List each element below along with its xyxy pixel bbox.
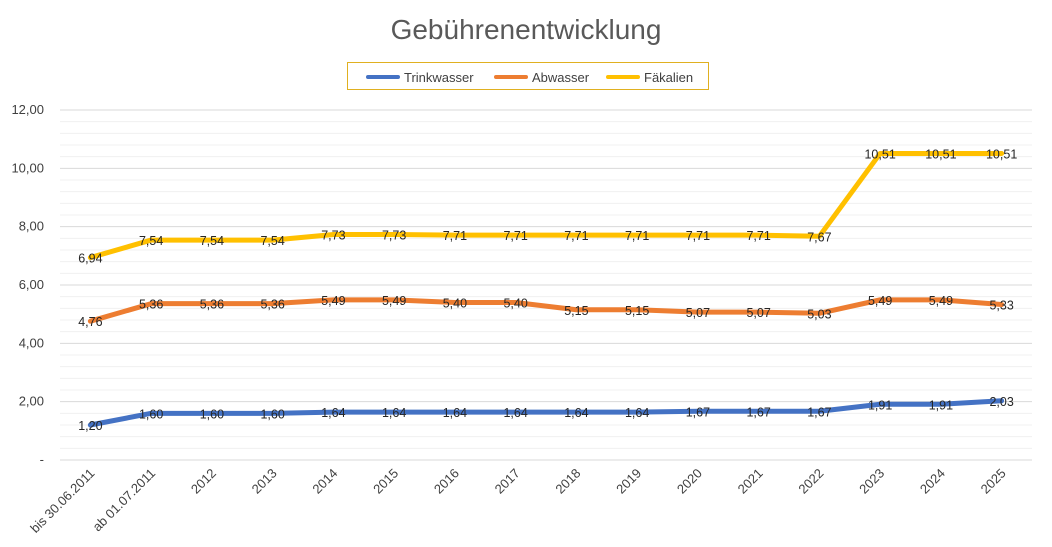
- legend-swatch-trinkwasser: [366, 75, 400, 79]
- legend-swatch-faekalien: [606, 75, 640, 79]
- x-tick-label: 2012: [188, 466, 219, 497]
- chart-title: Gebührenentwicklung: [390, 14, 662, 45]
- data-label: 5,49: [382, 294, 406, 308]
- data-label: 7,71: [686, 229, 710, 243]
- x-tick-label: 2024: [917, 466, 948, 497]
- x-tick-label: 2016: [431, 466, 462, 497]
- data-label: 5,07: [746, 306, 770, 320]
- x-tick-label: 2017: [492, 466, 523, 497]
- data-label: 7,71: [503, 229, 527, 243]
- data-label: 7,73: [382, 229, 406, 243]
- x-tick-label: 2021: [735, 466, 766, 497]
- data-label: 7,54: [200, 234, 224, 248]
- legend-label-trinkwasser: Trinkwasser: [404, 69, 474, 85]
- data-label: 1,91: [929, 398, 953, 412]
- data-label: 5,36: [260, 298, 284, 312]
- data-label: 1,64: [443, 406, 467, 420]
- y-tick-label: 6,00: [19, 277, 44, 292]
- legend-item-trinkwasser: Trinkwasser: [366, 63, 474, 91]
- data-label: 5,15: [564, 304, 588, 318]
- legend-label-faekalien: Fäkalien: [644, 69, 694, 85]
- x-tick-label: 2020: [674, 466, 705, 497]
- data-label: 7,71: [443, 229, 467, 243]
- data-label: 5,33: [989, 299, 1013, 313]
- data-label: 5,49: [929, 294, 953, 308]
- legend-item-abwasser: Abwasser: [494, 63, 589, 91]
- y-tick-label: 2,00: [19, 394, 44, 409]
- y-tick-label: 4,00: [19, 335, 44, 350]
- data-label: 7,73: [321, 229, 345, 243]
- x-tick-label: 2015: [370, 466, 401, 497]
- data-label: 1,67: [807, 405, 831, 419]
- series-line-trinkwasser: [87, 398, 1005, 428]
- data-label: 5,15: [625, 304, 649, 318]
- data-label: 1,20: [78, 419, 102, 433]
- data-label: 7,54: [139, 234, 163, 248]
- data-label: 4,76: [78, 315, 102, 329]
- x-tick-label: 2019: [613, 466, 644, 497]
- data-label: 6,94: [78, 252, 102, 266]
- data-label: 5,36: [200, 298, 224, 312]
- data-label: 1,64: [564, 406, 588, 420]
- data-label: 7,67: [807, 230, 831, 244]
- data-label: 5,07: [686, 306, 710, 320]
- data-label: 1,64: [625, 406, 649, 420]
- data-label: 7,71: [564, 229, 588, 243]
- data-label: 5,49: [868, 294, 892, 308]
- y-tick-label: -: [40, 452, 44, 467]
- data-label: 5,40: [443, 297, 467, 311]
- data-label: 1,60: [139, 407, 163, 421]
- legend-label-abwasser: Abwasser: [532, 69, 590, 85]
- x-tick-label: 2023: [856, 466, 887, 497]
- data-label: 1,60: [260, 407, 284, 421]
- data-label: 5,49: [321, 294, 345, 308]
- legend-swatch-abwasser: [494, 75, 528, 79]
- y-tick-label: 10,00: [11, 160, 44, 175]
- legend-item-faekalien: Fäkalien: [606, 63, 693, 91]
- x-tick-label: bis 30.06.2011: [27, 466, 97, 536]
- data-label: 10,51: [925, 147, 956, 161]
- data-label: 1,64: [382, 406, 406, 420]
- data-label: 5,03: [807, 307, 831, 321]
- data-label: 1,64: [321, 406, 345, 420]
- y-tick-label: 12,00: [11, 102, 44, 117]
- data-label: 7,71: [746, 229, 770, 243]
- data-label: 1,67: [686, 405, 710, 419]
- x-tick-label: 2014: [309, 466, 340, 497]
- data-label: 2,03: [989, 395, 1013, 409]
- data-label: 1,64: [503, 406, 527, 420]
- data-label: 5,40: [503, 297, 527, 311]
- x-tick-label: 2018: [552, 466, 583, 497]
- series-line-fäkalien: [87, 150, 1005, 261]
- data-label: 10,51: [986, 147, 1017, 161]
- data-label: 7,71: [625, 229, 649, 243]
- data-label: 7,54: [260, 234, 284, 248]
- x-tick-label: 2013: [249, 466, 280, 497]
- series-line-abwasser: [87, 297, 1005, 324]
- data-label: 1,60: [200, 407, 224, 421]
- x-tick-label: ab 01.07.2011: [90, 466, 159, 535]
- legend: Trinkwasser Abwasser Fäkalien: [347, 62, 709, 90]
- data-label: 5,36: [139, 298, 163, 312]
- data-label: 1,91: [868, 398, 892, 412]
- data-label: 1,67: [746, 405, 770, 419]
- x-tick-label: 2025: [978, 466, 1009, 497]
- y-tick-label: 8,00: [19, 219, 44, 234]
- x-tick-label: 2022: [795, 466, 826, 497]
- data-label: 10,51: [864, 147, 895, 161]
